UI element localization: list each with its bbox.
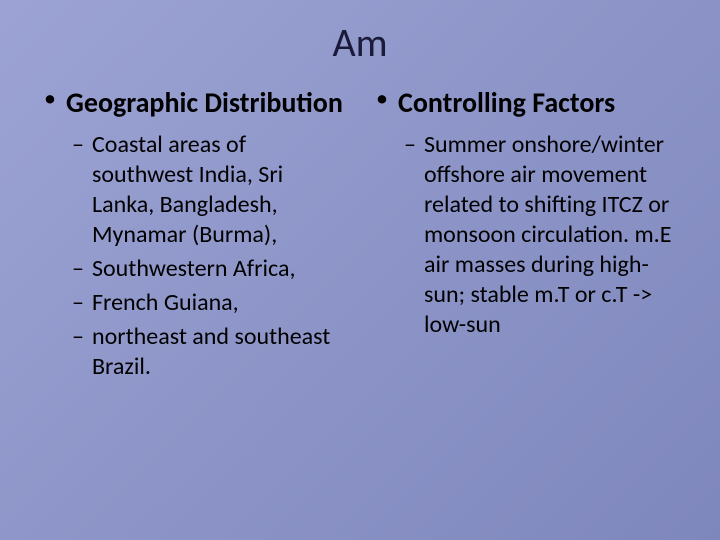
content-columns: Geographic Distribution Coastal areas of… xyxy=(40,85,680,388)
list-item: Coastal areas of southwest India, Sri La… xyxy=(66,130,348,250)
list-item-text: northeast and southeast Brazil. xyxy=(92,322,348,382)
left-heading: Geographic Distribution xyxy=(66,85,348,120)
slide-title: Am xyxy=(40,18,680,67)
right-heading: Controlling Factors xyxy=(398,85,680,120)
list-item-text: French Guiana, xyxy=(92,288,348,318)
list-item: northeast and southeast Brazil. xyxy=(66,322,348,382)
left-column: Geographic Distribution Coastal areas of… xyxy=(40,85,348,388)
list-item-text: Southwestern Africa, xyxy=(92,254,348,284)
right-column: Controlling Factors Summer onshore/winte… xyxy=(372,85,680,388)
list-item: Summer onshore/winter offshore air movem… xyxy=(398,130,680,340)
left-heading-item: Geographic Distribution Coastal areas of… xyxy=(40,85,348,382)
list-item: Southwestern Africa, xyxy=(66,254,348,284)
list-item-text: Coastal areas of southwest India, Sri La… xyxy=(92,130,348,250)
list-item-text: Summer onshore/winter offshore air movem… xyxy=(424,130,680,340)
list-item: French Guiana, xyxy=(66,288,348,318)
right-heading-item: Controlling Factors Summer onshore/winte… xyxy=(372,85,680,340)
